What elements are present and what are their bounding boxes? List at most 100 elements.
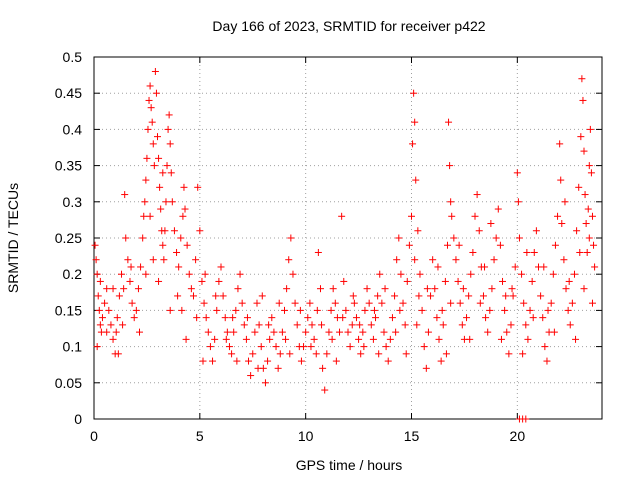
data-point — [196, 227, 204, 235]
data-point — [234, 285, 242, 293]
data-point — [314, 248, 322, 256]
data-point — [149, 140, 157, 148]
data-point — [381, 285, 389, 293]
data-point — [497, 335, 505, 343]
data-point — [242, 335, 250, 343]
data-point — [328, 335, 336, 343]
data-point — [529, 314, 537, 322]
data-point — [336, 328, 344, 336]
data-point — [549, 270, 557, 278]
data-point — [215, 277, 223, 285]
data-point — [346, 343, 354, 351]
data-point — [113, 314, 121, 322]
data-point — [223, 328, 231, 336]
data-point — [416, 270, 424, 278]
data-point — [372, 314, 380, 322]
y-tick-label: 0.45 — [55, 85, 82, 101]
data-point — [570, 270, 578, 278]
data-point — [378, 299, 386, 307]
data-point — [575, 183, 583, 191]
y-tick-label: 0.1 — [63, 339, 83, 355]
data-point — [431, 285, 439, 293]
data-point — [350, 299, 358, 307]
data-point — [109, 285, 117, 293]
data-point — [219, 292, 227, 300]
x-tick-label: 15 — [404, 428, 420, 444]
data-point — [471, 212, 479, 220]
data-point — [564, 306, 572, 314]
data-point — [439, 321, 447, 329]
data-point — [93, 270, 101, 278]
data-point — [579, 96, 587, 104]
data-point — [310, 335, 318, 343]
data-point — [247, 372, 255, 380]
data-point — [550, 328, 558, 336]
data-point — [454, 277, 462, 285]
data-point — [139, 234, 147, 242]
data-point — [146, 212, 154, 220]
data-point — [437, 357, 445, 365]
x-axis-label: GPS time / hours — [296, 457, 403, 473]
data-point — [568, 299, 576, 307]
data-point — [157, 205, 165, 213]
data-point — [103, 328, 111, 336]
data-point — [508, 285, 516, 293]
data-point — [283, 285, 291, 293]
data-point — [586, 125, 594, 133]
data-point — [524, 335, 532, 343]
data-point — [96, 321, 104, 329]
data-point — [413, 321, 421, 329]
data-point — [540, 263, 548, 271]
data-point — [165, 111, 173, 119]
data-point — [560, 256, 568, 264]
data-point — [526, 306, 534, 314]
data-point — [323, 350, 331, 358]
data-point — [494, 205, 502, 213]
data-point — [501, 306, 509, 314]
data-point — [522, 321, 530, 329]
data-point — [590, 241, 598, 249]
y-tick-label: 0.05 — [55, 375, 82, 391]
data-point — [304, 314, 312, 322]
data-point — [170, 227, 178, 235]
data-point — [403, 277, 411, 285]
data-point — [232, 306, 240, 314]
data-point — [488, 285, 496, 293]
data-point — [423, 285, 431, 293]
data-point — [105, 306, 113, 314]
data-point — [297, 357, 305, 365]
data-point — [367, 321, 375, 329]
data-point — [137, 263, 145, 271]
data-point — [278, 328, 286, 336]
data-point — [178, 306, 186, 314]
data-point — [561, 198, 569, 206]
data-point — [338, 212, 346, 220]
data-point — [393, 256, 401, 264]
data-point — [281, 306, 288, 314]
data-point — [209, 357, 217, 365]
data-point — [265, 321, 273, 329]
data-point — [396, 306, 404, 314]
x-tick-label: 20 — [510, 428, 526, 444]
data-point — [418, 306, 426, 314]
data-point — [556, 140, 564, 148]
data-point — [243, 314, 251, 322]
data-point — [465, 292, 473, 300]
data-point — [587, 169, 595, 177]
data-point — [166, 306, 174, 314]
data-point — [450, 234, 458, 242]
data-point — [479, 292, 487, 300]
data-point — [588, 299, 596, 307]
data-point — [96, 277, 104, 285]
data-point — [121, 191, 129, 199]
data-point — [382, 343, 390, 351]
data-point — [399, 299, 407, 307]
data-point — [163, 162, 171, 170]
data-point — [573, 227, 581, 235]
data-point — [261, 379, 269, 387]
data-point — [438, 306, 446, 314]
data-point — [268, 314, 276, 322]
data-point — [266, 335, 274, 343]
data-point — [414, 227, 422, 235]
data-point — [143, 154, 151, 162]
